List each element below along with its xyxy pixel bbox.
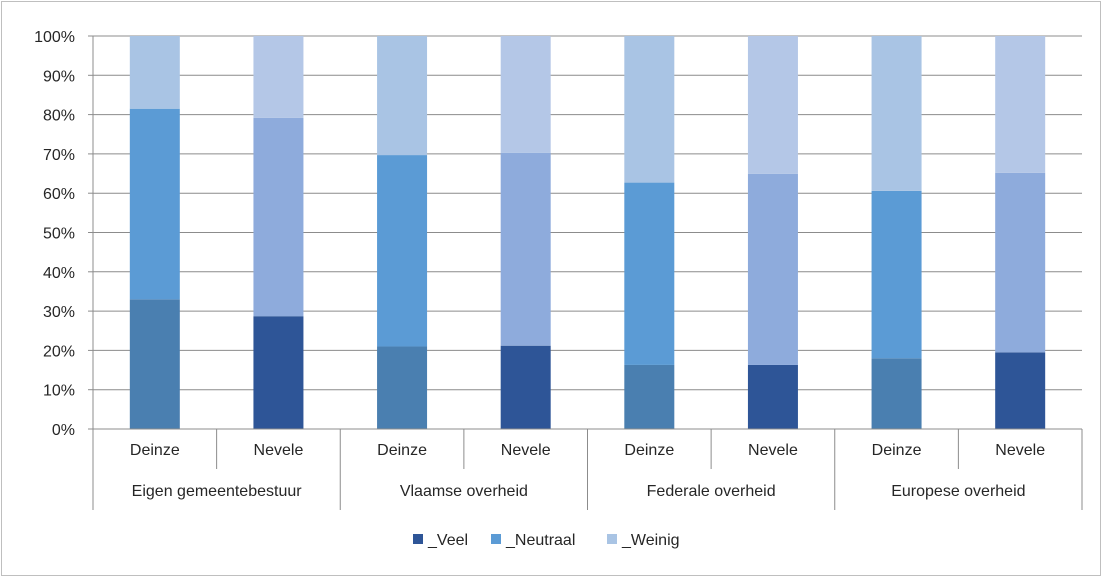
x-category-label: Nevele: [501, 442, 551, 459]
bar-segment-weinig: [253, 36, 304, 118]
legend-label: _Neutraal: [505, 532, 575, 549]
bar-segment-neutraal: [995, 172, 1046, 353]
bar-segment-neutraal: [377, 155, 428, 347]
x-group-label: Eigen gemeentebestuur: [132, 483, 303, 500]
x-category-label: Deinze: [377, 442, 427, 459]
bar-segment-veel: [747, 364, 798, 429]
bar-segment-veel: [624, 364, 675, 429]
y-tick-label: 60%: [43, 186, 75, 203]
legend-swatch: [607, 534, 617, 544]
y-tick-label: 0%: [52, 422, 75, 439]
x-category-label: Nevele: [254, 442, 304, 459]
bar-segment-weinig: [129, 36, 180, 109]
y-tick-label: 100%: [34, 29, 75, 46]
bar-segment-weinig: [747, 36, 798, 174]
x-group-label: Federale overheid: [647, 483, 776, 500]
bar-segment-neutraal: [747, 173, 798, 365]
y-tick-label: 80%: [43, 108, 75, 125]
x-category-label: Nevele: [748, 442, 798, 459]
x-category-label: Deinze: [872, 442, 922, 459]
legend-label: _Weinig: [621, 532, 680, 549]
bar-segment-veel: [500, 345, 551, 429]
bar-segment-veel: [995, 352, 1046, 429]
bar-segment-veel: [871, 358, 922, 429]
y-tick-label: 30%: [43, 304, 75, 321]
bar-segment-weinig: [995, 36, 1046, 173]
y-tick-label: 40%: [43, 265, 75, 282]
bar-segment-veel: [377, 346, 428, 429]
bar-segment-neutraal: [624, 182, 675, 365]
legend-swatch: [491, 534, 501, 544]
y-tick-label: 70%: [43, 147, 75, 164]
x-category-label: Nevele: [995, 442, 1045, 459]
legend-label: _Veel: [427, 532, 468, 549]
x-category-label: Deinze: [624, 442, 674, 459]
bar-segment-neutraal: [500, 152, 551, 346]
bar-segment-weinig: [871, 36, 922, 191]
y-tick-label: 90%: [43, 68, 75, 85]
y-tick-label: 10%: [43, 383, 75, 400]
bar-segment-neutraal: [129, 108, 180, 300]
y-tick-label: 50%: [43, 226, 75, 243]
bar-segment-neutraal: [871, 190, 922, 359]
bar-segment-neutraal: [253, 117, 304, 317]
legend-swatch: [413, 534, 423, 544]
x-group-label: Vlaamse overheid: [400, 483, 528, 500]
bar-segment-veel: [253, 316, 304, 429]
x-category-label: Deinze: [130, 442, 180, 459]
bar-segment-weinig: [624, 36, 675, 183]
bar-segment-weinig: [377, 36, 428, 156]
bar-segment-weinig: [500, 36, 551, 153]
bar-segment-veel: [129, 299, 180, 429]
y-tick-label: 20%: [43, 343, 75, 360]
x-group-label: Europese overheid: [891, 483, 1025, 500]
